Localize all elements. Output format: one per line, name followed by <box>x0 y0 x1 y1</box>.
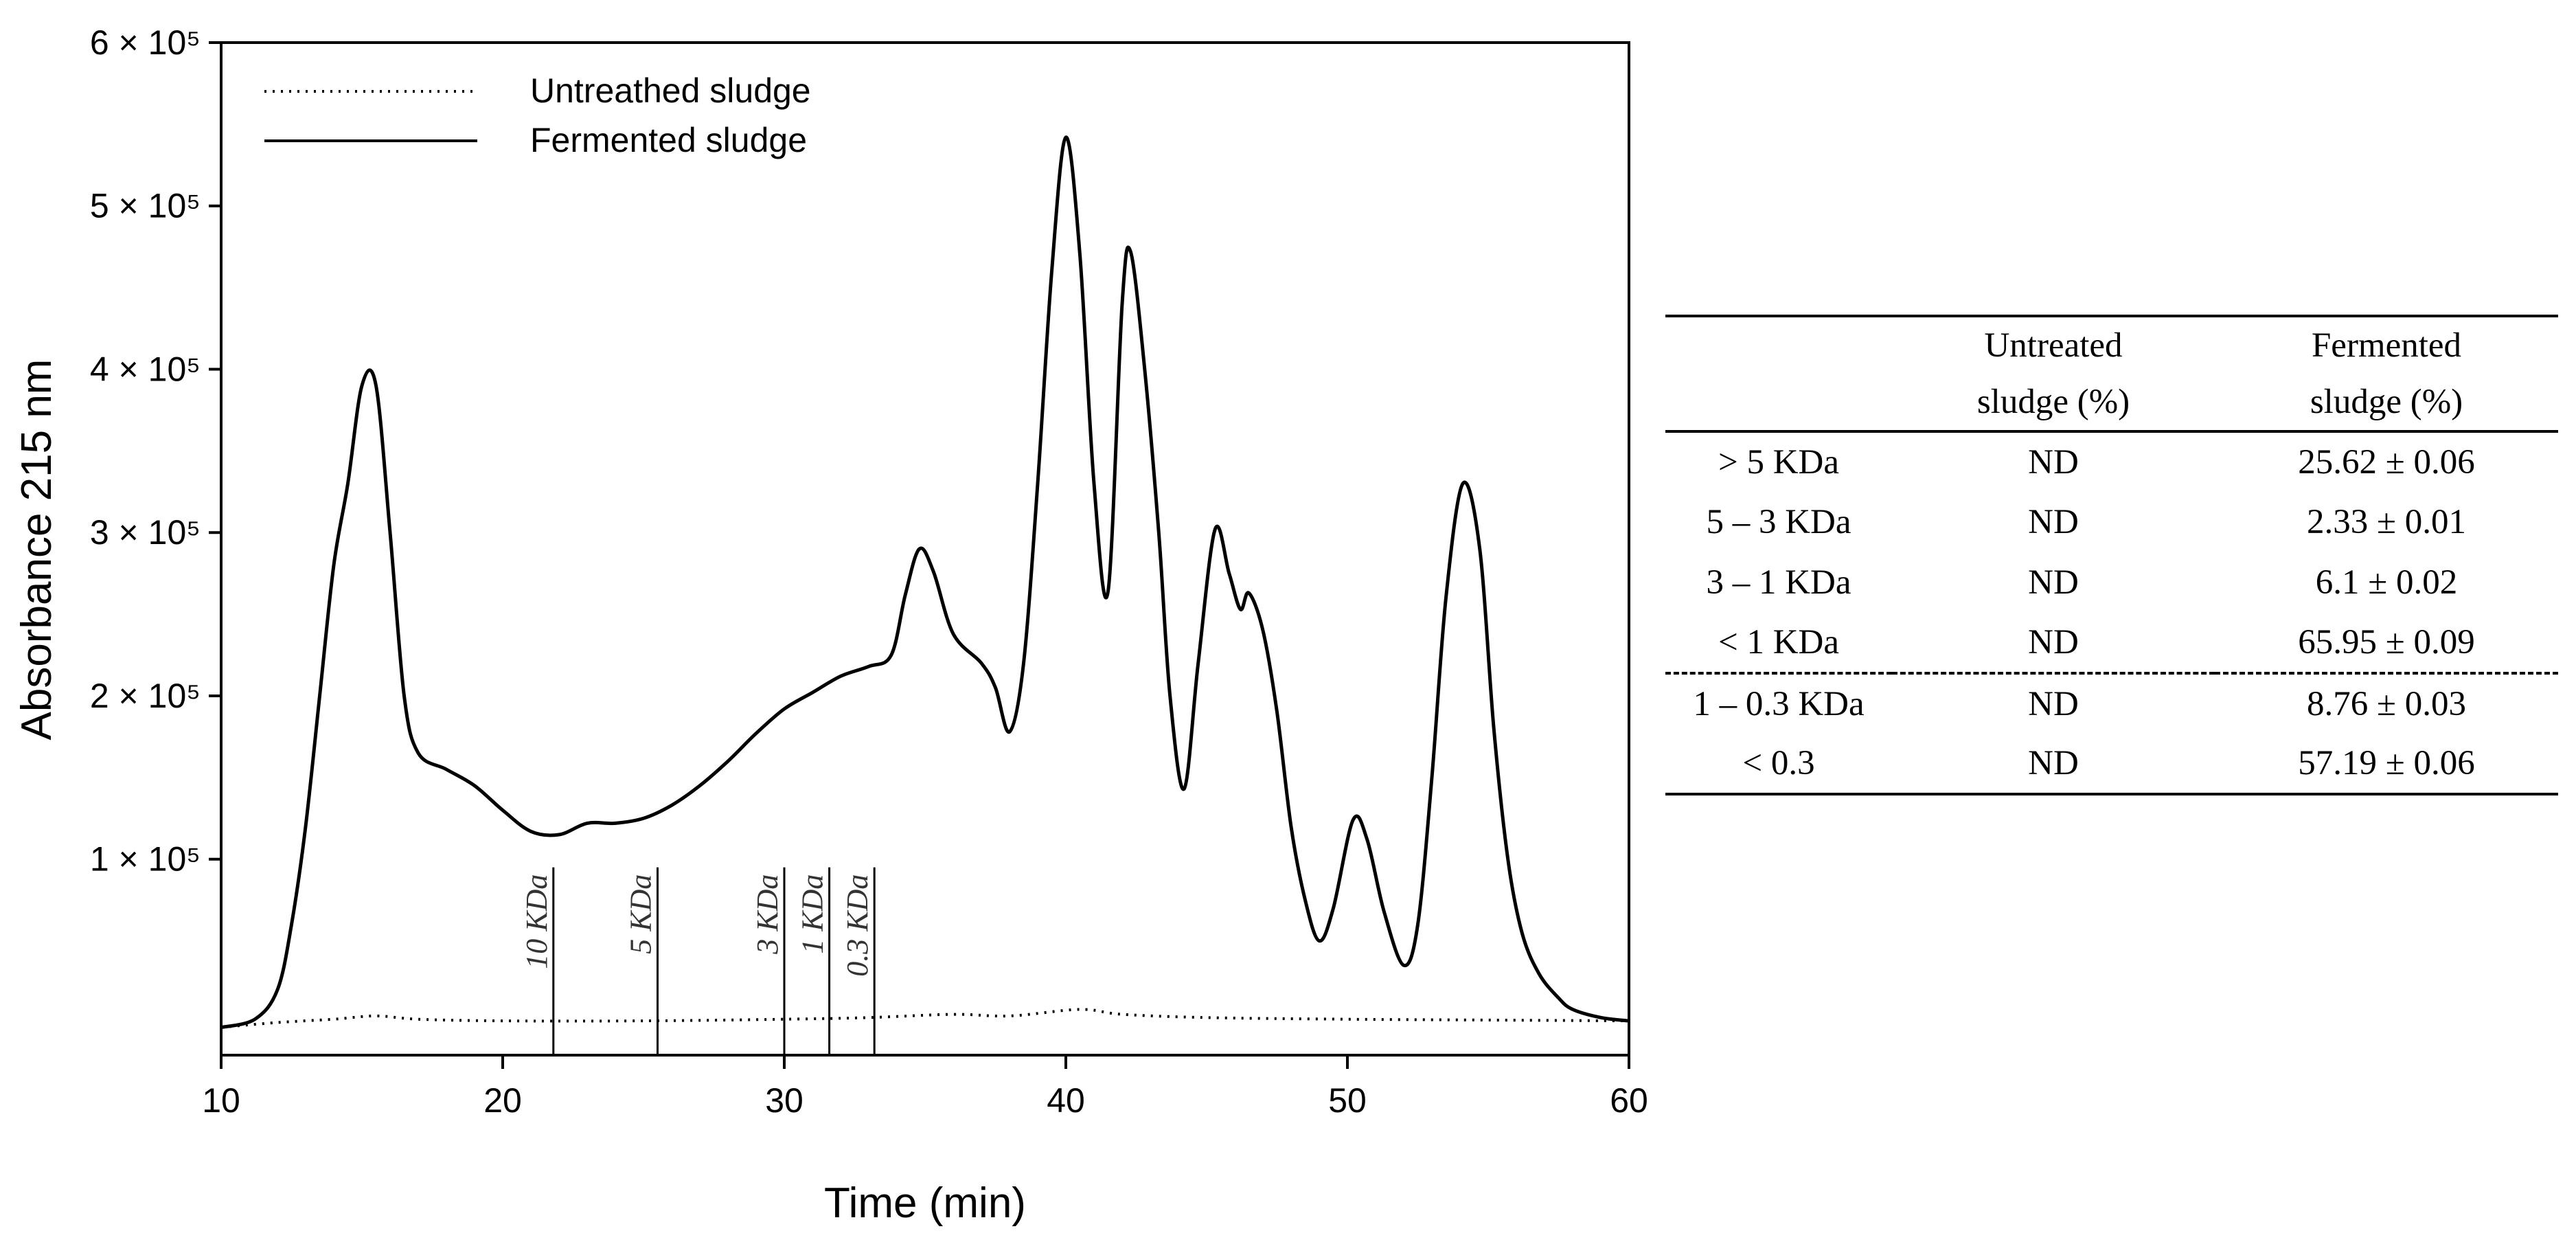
table-row: < 0.3 ND 57.19 ± 0.06 <box>1665 734 2558 794</box>
untreated-value: ND <box>2028 623 2079 662</box>
y-tick-label: 2 × 10⁵ <box>90 677 201 715</box>
untreated-value: ND <box>2028 685 2079 723</box>
molecular-weight-table: Untreated Fermented sludge (%) sludge (%… <box>1665 315 2558 795</box>
table-header-row: sludge (%) sludge (%) <box>1665 374 2558 431</box>
x-tick-label: 60 <box>1610 1081 1648 1120</box>
marker-label: 10 KDa <box>520 874 554 969</box>
fermented-value: 8.76 ± 0.03 <box>2307 685 2466 723</box>
table-header-untreated-unit: sludge (%) <box>1976 383 2130 421</box>
table-header-untreated: Untreated <box>1984 326 2123 365</box>
table-header-row: Untreated Fermented <box>1665 316 2558 374</box>
legend-label-untreated: Untreathed sludge <box>530 71 811 110</box>
x-tick-label: 40 <box>1047 1081 1085 1120</box>
fermented-value: 25.62 ± 0.06 <box>2298 443 2475 482</box>
row-label: > 5 KDa <box>1718 443 1840 482</box>
row-label: 1 – 0.3 KDa <box>1693 685 1865 723</box>
table-row: 3 – 1 KDa ND 6.1 ± 0.02 <box>1665 552 2558 613</box>
row-label: < 0.3 <box>1742 744 1815 782</box>
series-group <box>220 135 1630 1030</box>
y-tick-label: 3 × 10⁵ <box>90 513 201 552</box>
table-row: 1 – 0.3 KDa ND 8.76 ± 0.03 <box>1665 673 2558 734</box>
untreated-value: ND <box>2028 563 2079 602</box>
x-tick-label: 20 <box>483 1081 522 1120</box>
row-label: 3 – 1 KDa <box>1706 563 1851 602</box>
table-header-fermented: Fermented <box>2311 326 2462 365</box>
untreated-value: ND <box>2028 503 2079 541</box>
table-header-blank <box>1665 374 1892 431</box>
fermented-value: 6.1 ± 0.02 <box>2315 563 2458 602</box>
untreated-value: ND <box>2028 744 2079 782</box>
y-axis: 1 × 10⁵ 2 × 10⁵ 3 × 10⁵ 4 × 10⁵ 5 × 10⁵ 6 × 1… <box>90 23 221 879</box>
chromatogram-chart: 1 × 10⁵ 2 × 10⁵ 3 × 10⁵ 4 × 10⁵ 5 × 10⁵ 6 × 1… <box>13 23 1648 1227</box>
x-tick-label: 30 <box>765 1081 803 1120</box>
table-row: > 5 KDa ND 25.62 ± 0.06 <box>1665 431 2558 492</box>
y-tick-label: 5 × 10⁵ <box>90 187 201 225</box>
marker-label: 0.3 KDa <box>841 874 874 977</box>
x-axis: 10 20 30 40 50 60 <box>202 1055 1648 1120</box>
x-tick-label: 10 <box>202 1081 240 1120</box>
plot-frame <box>220 41 1630 1057</box>
marker-label: 1 KDa <box>796 874 830 954</box>
x-tick-label: 50 <box>1328 1081 1367 1120</box>
fermented-value: 65.95 ± 0.09 <box>2298 623 2475 662</box>
series-line-fermented <box>220 135 1630 1030</box>
molecular-weight-markers: 10 KDa 5 KDa 3 KDa 1 KDa 0.3 KDa <box>520 867 876 1055</box>
row-label: 5 – 3 KDa <box>1706 503 1851 541</box>
row-label: < 1 KDa <box>1718 623 1840 662</box>
table-row: < 1 KDa ND 65.95 ± 0.09 <box>1665 613 2558 673</box>
fermented-value: 2.33 ± 0.01 <box>2307 503 2466 541</box>
y-tick-label: 4 × 10⁵ <box>90 350 201 388</box>
fermented-value: 57.19 ± 0.06 <box>2298 744 2475 782</box>
untreated-value: ND <box>2028 443 2079 482</box>
marker-label: 5 KDa <box>624 874 658 954</box>
y-tick-label: 1 × 10⁵ <box>90 840 201 879</box>
y-axis-title: Absorbance 215 nm <box>13 359 60 741</box>
table-header-fermented-unit: sludge (%) <box>2310 383 2463 421</box>
table-row: 5 – 3 KDa ND 2.33 ± 0.01 <box>1665 492 2558 552</box>
y-tick-label: 6 × 10⁵ <box>90 23 201 62</box>
legend-label-fermented: Fermented sludge <box>530 121 807 159</box>
series-line-untreated <box>220 1008 1630 1029</box>
table-header-blank <box>1665 316 1892 374</box>
marker-label: 3 KDa <box>751 874 784 955</box>
x-axis-title: Time (min) <box>824 1179 1026 1227</box>
legend: Untreathed sludge Fermented sludge <box>264 71 811 159</box>
